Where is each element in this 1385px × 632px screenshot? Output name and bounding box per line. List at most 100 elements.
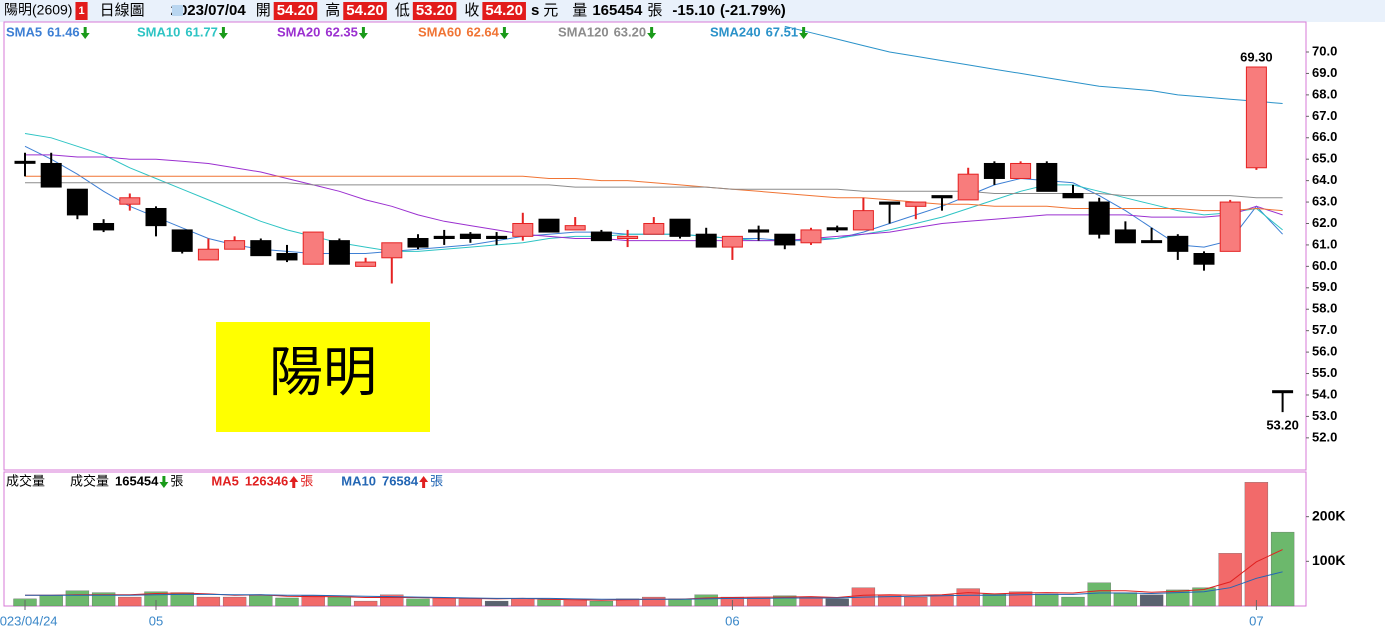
candle-body [1010,162,1032,179]
volume-bar [301,595,325,607]
change: -15.10 [672,2,715,19]
stock-name: 陽明(2609) [4,2,72,18]
high-label: 高 [325,2,340,19]
candle-body [879,201,901,205]
volume-bar [825,598,849,607]
volume-bar [511,598,535,607]
legend-value: 63.20 [614,24,647,39]
volume-bar [1218,553,1242,607]
y-tick-label: 62.0 [1312,215,1337,230]
volume-bar [773,595,797,607]
x-tick-label: 07 [1249,613,1263,628]
legend-unit: 張 [430,473,443,488]
volume-bar [196,596,221,607]
trend-arrow [799,27,809,39]
date-icon [172,5,183,16]
y-tick-label: 53.0 [1312,408,1337,423]
badge: 1 [78,5,84,17]
sma-line [25,154,1283,242]
candle-body [1245,66,1267,169]
y-tick-label: 66.0 [1312,129,1337,144]
candle-body [538,218,560,233]
legend-value: 76584 [382,473,419,488]
legend-unit: 張 [170,473,183,488]
candle-body [1141,240,1163,244]
volume-bar [589,600,614,607]
candle-body [407,237,429,248]
volume-bar [65,590,90,607]
legend-name: SMA20 [277,24,320,39]
y-tick-label: 70.0 [1312,43,1337,58]
volume-bar [432,597,456,607]
candle-body [983,162,1005,179]
candle-body [40,162,62,188]
trend-arrow [358,27,368,39]
volume-bar [380,594,404,607]
volume-bar [563,599,587,607]
volume-bar [1166,589,1190,607]
legend-name: SMA5 [6,24,42,39]
volume-bar [668,598,692,607]
legend-value: 165454 [115,473,159,488]
candle-body [512,222,534,237]
y-tick-label: 67.0 [1312,108,1337,123]
trend-arrow [499,27,509,39]
unit: 元 [543,2,558,19]
high-value: 54.20 [346,2,384,19]
legend-value: 62.64 [466,24,499,39]
sma-line [25,175,1283,212]
volume-bar [956,588,980,607]
price-panel [3,21,1307,471]
open-value: 54.20 [277,2,315,19]
candle-body [905,201,927,207]
candle-body [669,218,691,237]
candle-body [931,195,953,199]
y-tick-label: 61.0 [1312,236,1337,251]
y-tick-label: 200K [1312,507,1345,523]
trend-arrow [419,476,429,488]
candle-body [224,240,246,250]
date: 2023/07/04 [171,2,247,19]
candle-body [197,248,219,261]
legend-name: MA5 [211,473,238,488]
close-value-box [482,2,526,20]
candle-body [459,233,481,239]
volume-bar [1087,582,1111,607]
sma-line [784,25,1283,104]
volume-bar [1008,591,1033,607]
candle-body [381,242,403,259]
volume-bar [904,596,928,607]
volume-bar [1244,482,1269,607]
low-value: 53.20 [416,2,454,19]
candle-body [748,229,770,233]
y-tick-label: 60.0 [1312,258,1337,273]
volume-bar [1139,594,1164,607]
label-box [216,322,430,432]
candle-body [276,253,298,261]
candle-body [145,207,167,227]
volume-bar [406,598,430,607]
y-tick-label: 68.0 [1312,86,1337,101]
trend-arrow [218,27,228,39]
y-tick-label: 52.0 [1312,429,1337,444]
badge-box [75,2,88,20]
volume-bar [1113,592,1138,607]
open-label: 開 [256,2,271,19]
trend-arrow [289,476,299,488]
legend-name: MA10 [341,473,376,488]
candle-body [171,229,193,252]
candle-body [721,235,743,248]
y-tick-label: 54.0 [1312,386,1337,401]
y-tick-label: 65.0 [1312,151,1337,166]
open-value-box [273,2,318,20]
candle-body [1088,201,1110,235]
volume-bar [118,596,142,607]
volume-bar [642,596,666,607]
candle-body [852,210,874,231]
candle-body [1272,390,1294,394]
candle-body [826,227,848,231]
candle-body [486,235,508,239]
y-tick-label: 64.0 [1312,172,1337,187]
volume-bar [694,594,718,607]
